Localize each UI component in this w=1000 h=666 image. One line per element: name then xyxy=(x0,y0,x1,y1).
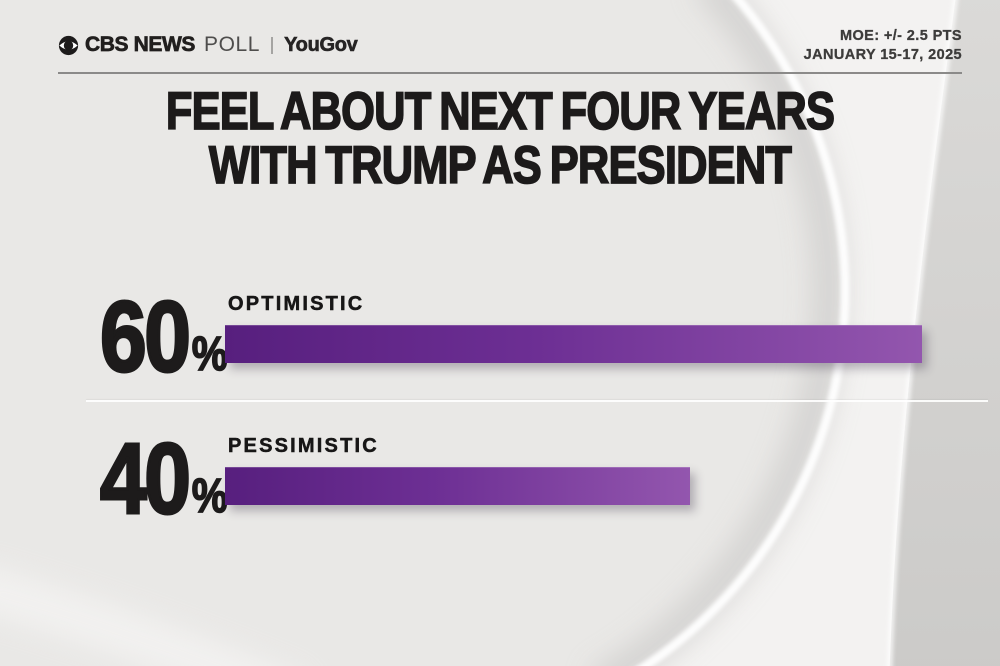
bar-row-pessimistic: 40 % PESSIMISTIC xyxy=(0,423,1000,535)
poll-dates: JANUARY 15-17, 2025 xyxy=(803,46,962,63)
brand-lockup: CBS NEWS POLL YouGov xyxy=(58,33,358,57)
bar-optimistic xyxy=(225,325,922,363)
value-label-pessimistic: 40 % xyxy=(99,423,229,535)
title-line-2: WITH TRUMP AS PRESIDENT xyxy=(208,135,792,195)
row-divider xyxy=(86,400,988,402)
yougov-wordmark: YouGov xyxy=(284,33,358,56)
bar-pessimistic xyxy=(225,467,690,505)
cbs-eye-icon xyxy=(58,35,79,55)
percent-sign: % xyxy=(191,470,228,524)
moe-line: MOE: +/- 2.5 PTS xyxy=(839,28,962,44)
bar-row-optimistic: 60 % OPTIMISTIC xyxy=(0,281,1000,393)
category-label-pessimistic: PESSIMISTIC xyxy=(228,435,379,458)
poll-wordmark: POLL xyxy=(203,33,261,56)
header-rule xyxy=(58,72,962,74)
page-title: FEEL ABOUT NEXT FOUR YEARS WITH TRUMP AS… xyxy=(90,82,910,195)
title-line-1: FEEL ABOUT NEXT FOUR YEARS xyxy=(165,82,836,141)
category-label-optimistic: OPTIMISTIC xyxy=(228,293,365,316)
moe-note: MOE: +/- 2.5 PTS JANUARY 15-17, 2025 xyxy=(804,27,962,65)
value-label-optimistic: 60 % xyxy=(99,281,229,393)
percent-sign: % xyxy=(191,328,228,382)
cbs-news-wordmark: CBS NEWS xyxy=(85,33,196,57)
value-number: 40 xyxy=(99,423,192,535)
brand-divider xyxy=(271,36,274,54)
value-number: 60 xyxy=(99,281,192,393)
